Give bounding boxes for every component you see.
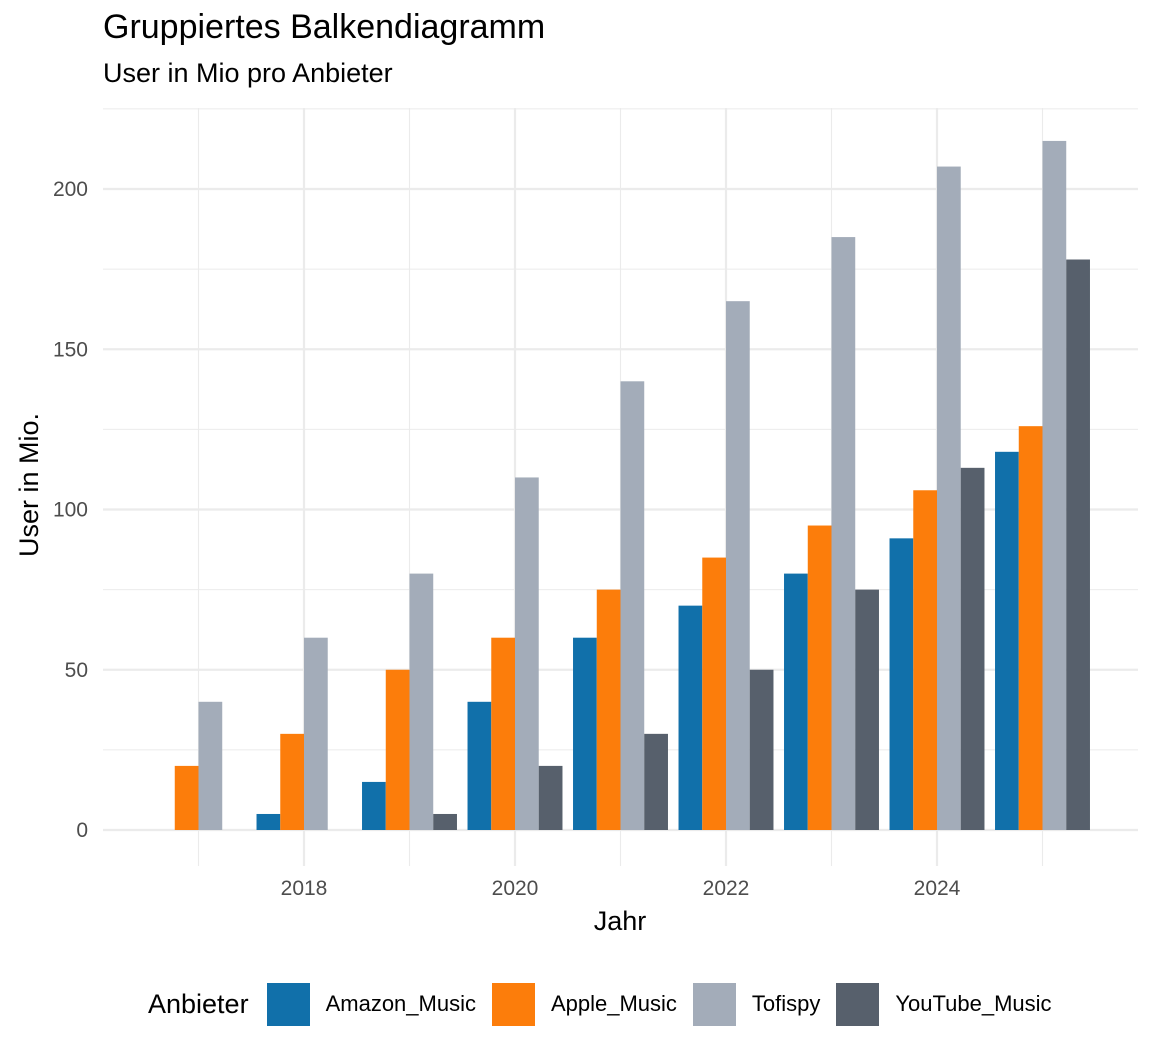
y-tick-label: 200 <box>53 178 88 201</box>
bar-youtube-music-2020 <box>538 765 563 830</box>
chart-title: Gruppiertes Balkendiagramm <box>103 8 546 46</box>
bar-tofispy-2021 <box>620 381 645 830</box>
y-tick-label: 100 <box>53 499 88 522</box>
legend-title: Anbieter <box>148 988 249 1019</box>
bar-tofispy-2024 <box>937 166 961 830</box>
bar-tofispy-2023 <box>831 237 856 830</box>
chart-plot: 0 50 100 150 200 2018 2020 2022 2024 Jahr User … <box>14 108 1138 936</box>
legend-label: Apple_Music <box>550 991 677 1016</box>
bar-tofispy-2025 <box>1042 140 1067 831</box>
chart-subtitle: User in Mio pro Anbieter <box>103 58 393 88</box>
bar-apple-music-2022 <box>702 557 726 830</box>
bar-amazon-music-2020 <box>467 701 492 830</box>
legend-swatch <box>692 982 736 1026</box>
bar-amazon-music-2019 <box>362 781 386 830</box>
legend-label: Tofispy <box>751 991 821 1016</box>
legend-item-apple-music: Apple_Music <box>491 982 677 1026</box>
bar-amazon-music-2018 <box>256 813 281 830</box>
y-tick-label: 0 <box>76 819 88 842</box>
x-tick-label: 2020 <box>492 877 539 900</box>
legend-label: YouTube_Music <box>895 991 1052 1016</box>
bar-youtube-music-2019 <box>433 813 457 830</box>
x-axis-label: Jahr <box>594 906 647 936</box>
bar-youtube-music-2025 <box>1066 259 1090 830</box>
bar-apple-music-2023 <box>807 525 832 830</box>
bar-amazon-music-2023 <box>784 573 808 830</box>
bar-amazon-music-2021 <box>573 637 597 830</box>
bar-tofispy-2022 <box>726 301 750 830</box>
bar-youtube-music-2024 <box>960 467 985 830</box>
x-tick-labels: 2018 2020 2022 2024 <box>281 877 961 900</box>
bars <box>174 140 1090 831</box>
legend-item-tofispy: Tofispy <box>692 982 821 1026</box>
legend: Anbieter Amazon_Music Apple_Music Tofisp… <box>148 980 1068 1028</box>
bar-apple-music-2019 <box>385 669 410 830</box>
bar-apple-music-2020 <box>491 637 515 830</box>
x-tick-label: 2022 <box>703 877 750 900</box>
legend-label: Amazon_Music <box>325 991 476 1016</box>
y-tick-label: 150 <box>53 338 88 361</box>
x-tick-label: 2018 <box>281 877 328 900</box>
bar-tofispy-2017 <box>198 701 223 830</box>
bar-apple-music-2024 <box>913 490 937 830</box>
bar-tofispy-2019 <box>409 573 434 830</box>
bar-amazon-music-2022 <box>678 605 703 830</box>
bar-youtube-music-2023 <box>855 589 879 830</box>
y-tick-label: 50 <box>65 659 88 682</box>
legend-swatch <box>836 982 880 1026</box>
bar-amazon-music-2025 <box>995 451 1019 830</box>
bar-tofispy-2018 <box>304 637 328 830</box>
legend-swatch <box>266 982 310 1026</box>
legend-item-amazon-music: Amazon_Music <box>266 982 476 1026</box>
bar-youtube-music-2021 <box>644 733 668 830</box>
bar-apple-music-2017 <box>174 765 199 830</box>
legend-swatch <box>491 982 535 1026</box>
bar-apple-music-2018 <box>280 733 304 830</box>
y-axis-label: User in Mio. <box>14 413 44 557</box>
bar-apple-music-2021 <box>596 589 621 830</box>
legend-item-youtube-music: YouTube_Music <box>836 982 1052 1026</box>
bar-apple-music-2025 <box>1018 426 1043 830</box>
bar-youtube-music-2022 <box>749 669 774 830</box>
x-tick-label: 2024 <box>914 877 961 900</box>
y-tick-labels: 0 50 100 150 200 <box>53 178 88 842</box>
bar-tofispy-2020 <box>515 477 539 830</box>
bar-amazon-music-2024 <box>889 538 914 830</box>
